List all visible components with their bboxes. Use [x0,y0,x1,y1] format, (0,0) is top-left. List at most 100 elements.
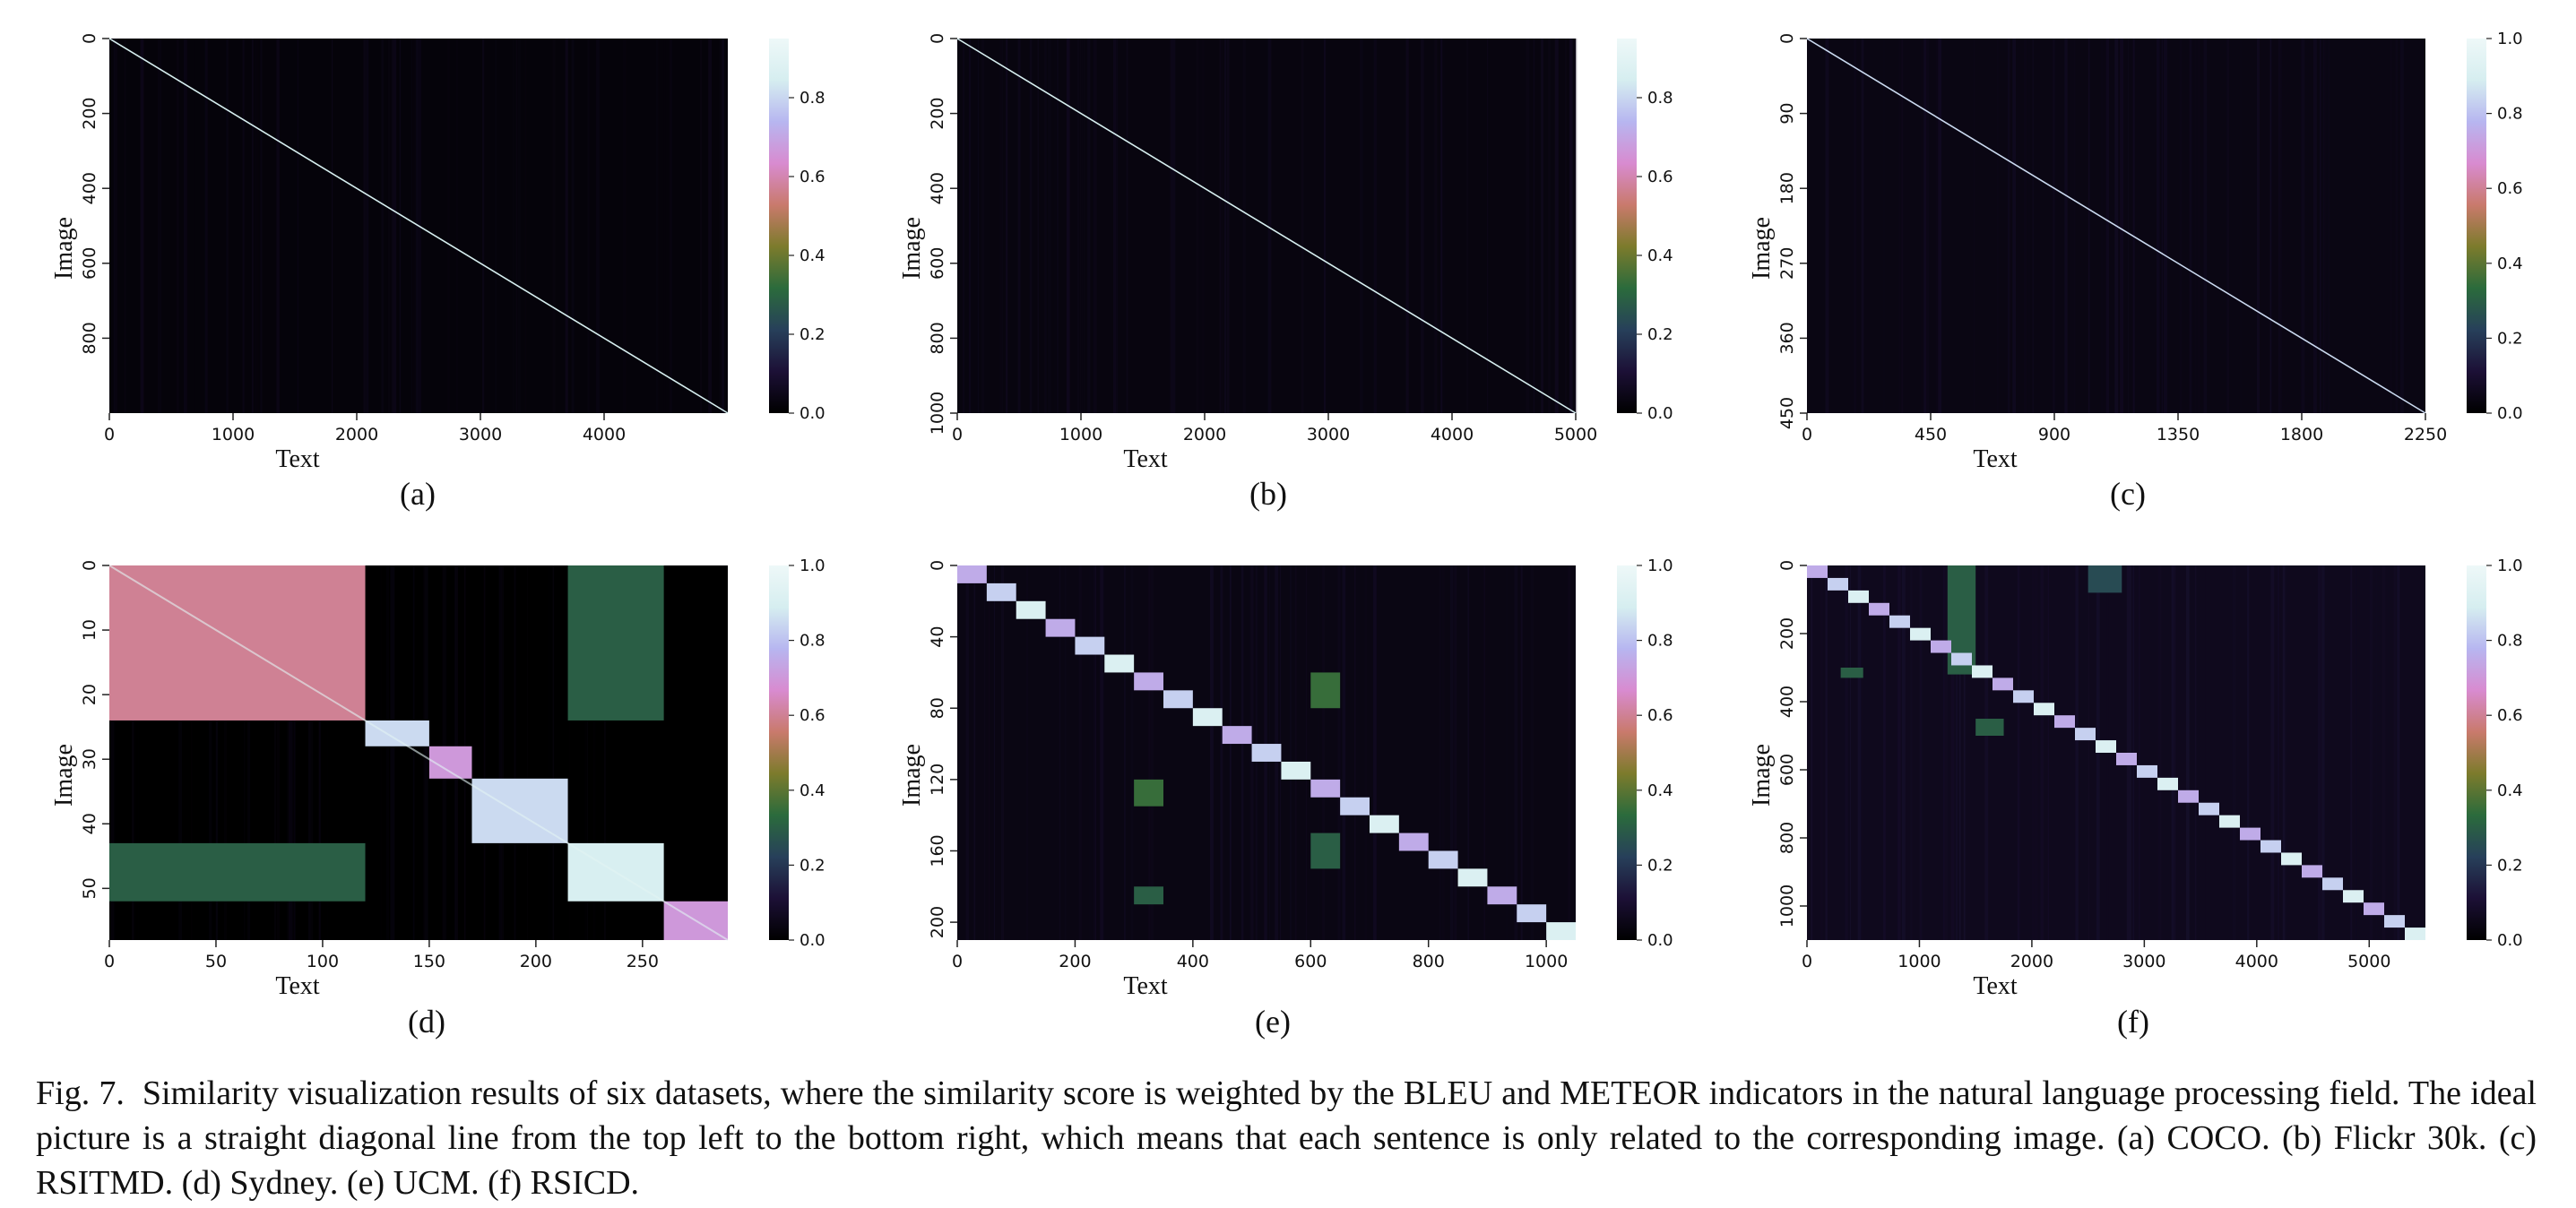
y-tick-label: 600 [928,247,947,280]
heatmap-stripe [977,39,980,413]
y-tick-label: 400 [928,172,947,204]
heatmap-stripe [2197,39,2200,413]
y-tick-label: 400 [1777,686,1797,718]
colorbar [769,565,789,940]
heatmap-stripe [527,565,529,940]
heatmap-stripe [194,39,195,413]
heatmap-stripe [1548,39,1551,413]
heatmap-stripe [2161,39,2163,413]
heatmap-diagonal-block [2075,728,2096,741]
y-tick-label: 200 [928,906,947,938]
colorbar-tick-label: 0.8 [800,89,826,108]
heatmap-diagonal-block [1281,761,1311,780]
heatmap-diagonal-block [1993,677,2013,691]
heatmap-stripe [209,565,212,940]
heatmap-stripe [1116,39,1118,413]
heatmap-stripe [1130,565,1134,940]
heatmap-stripe [549,565,553,940]
heatmap-diagonal-block [957,565,987,583]
colorbar-tick-label: 0.6 [800,168,826,186]
heatmap-stripe [670,39,672,413]
x-tick-label: 1000 [212,425,255,444]
heatmap-stripe [276,39,280,413]
heatmap-stripe [1093,39,1097,413]
heatmap-stripe [393,39,397,413]
heatmap-stripe [2120,39,2123,413]
heatmap-stripe [1078,565,1082,940]
heatmap-stripe [993,565,995,940]
heatmap-stripe [1102,565,1105,940]
figure-panels: 0 1000 2000 3000 40000200400600800TextImage0… [50,30,2523,1040]
heatmap-stripe [1085,565,1090,940]
heatmap-stripe [2269,39,2272,413]
heatmap-stripe [1439,565,1441,940]
heatmap-stripe [243,565,246,940]
heatmap-stripe [2328,39,2330,413]
colorbar-tick-label: 0.6 [2497,706,2523,725]
heatmap-stripe [412,565,415,940]
heatmap-stripe [1000,565,1004,940]
heatmap-stripe [1067,39,1070,413]
y-axis-label: Image [898,744,926,807]
heatmap-texture [1825,39,2404,413]
heatmap-stripe [366,39,369,413]
heatmap-stripe [1910,565,1913,940]
heatmap-diagonal-block [1848,590,1869,603]
heatmap-stripe [1226,39,1230,413]
heatmap-stripe [585,565,588,940]
colorbar-tick-label: 0.6 [2497,179,2523,198]
x-tick-label: 4000 [1431,425,1474,444]
heatmap-diagonal-block [1546,922,1576,940]
heatmap-stripe [1883,39,1885,413]
heatmap-stripe [1845,565,1848,940]
heatmap-stripe [1901,39,1904,413]
heatmap-stripe [656,39,659,413]
heatmap-stripe [565,39,567,413]
heatmap-diagonal-block [1951,652,1972,666]
heatmap-panel-e: 0 200 400 600 800 1000 0 40 80 120 160 200 Text Image… [898,557,1673,1040]
x-tick-label: 4000 [583,425,626,444]
heatmap-stripe [1944,565,1948,940]
heatmap-stripe [178,565,182,940]
heatmap-diagonal-block [1869,602,1889,616]
heatmap-stripe [2393,565,2397,940]
heatmap-diagonal-block [1972,665,1993,678]
heatmap-stripe [423,565,427,940]
heatmap-stripe [548,565,549,940]
heatmap-stripe [1360,39,1363,413]
x-tick-label: 200 [520,952,552,971]
heatmap-diagonal [1806,38,2426,414]
heatmap-stripe [2324,39,2327,413]
y-tick-label: 0 [928,560,947,571]
panel-sublabel: (c) [2110,476,2146,512]
heatmap-diagonal-block [1016,600,1046,619]
y-tick-label: 600 [1777,754,1797,786]
heatmap-stripe [1294,565,1297,940]
colorbar [769,39,789,413]
heatmap-stripe [719,39,722,413]
heatmap-diagonal-block [2116,753,2137,765]
heatmap-stripe [1240,565,1244,940]
heatmap-diagonal-block [2364,902,2384,916]
heatmap-diagonal-block [1222,726,1252,745]
heatmap-diagonal-block [1457,868,1488,887]
heatmap-stripe [1449,565,1454,940]
x-tick-label: 150 [413,952,445,971]
x-tick-label: 4000 [2235,952,2278,971]
heatmap-stripe [364,39,367,413]
y-tick-label: 400 [80,172,99,204]
heatmap-stripe [984,39,987,413]
heatmap-stripe [1198,39,1202,413]
heatmap-diagonal-block [2260,840,2281,853]
heatmap-stripe [1454,565,1457,940]
heatmap-stripe [1825,565,1828,940]
heatmap-stripe [191,565,193,940]
colorbar-tick-label: 0.6 [1647,706,1673,725]
heatmap-stripe [989,565,990,940]
x-tick-label: 2000 [2010,952,2053,971]
heatmap-stripe [1170,39,1172,413]
heatmap-stripe [391,565,395,940]
heatmap-diagonal-block [1104,654,1135,673]
heatmap-stripe [2282,565,2286,940]
heatmap-stripe [276,565,281,940]
